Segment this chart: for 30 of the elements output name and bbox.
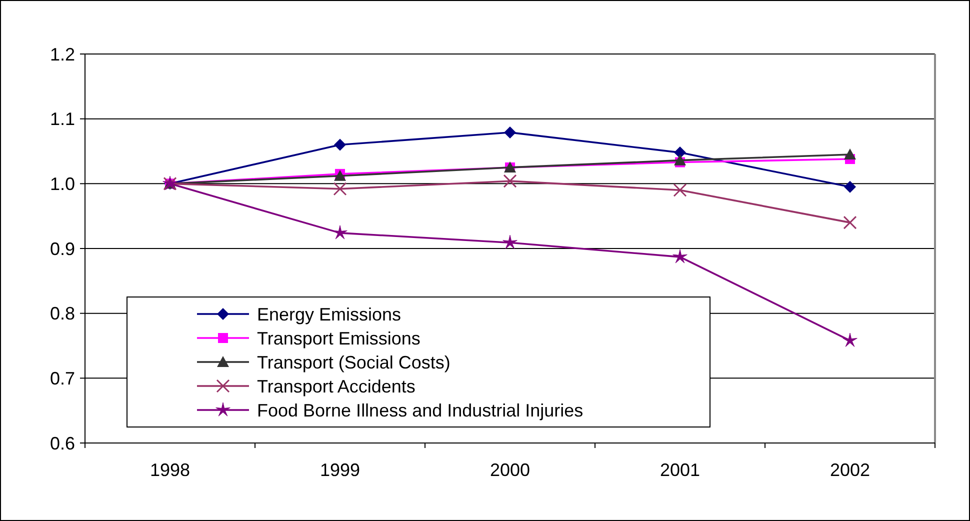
point	[332, 225, 348, 240]
x-tick-label: 2001	[660, 460, 700, 480]
y-tick-label: 0.8	[50, 304, 75, 324]
x-tick-label: 2002	[830, 460, 870, 480]
point	[844, 148, 856, 160]
y-tick-label: 0.6	[50, 433, 75, 454]
point	[503, 174, 517, 188]
y-tick-label: 0.9	[50, 238, 75, 259]
x-tick-label: 2000	[490, 460, 530, 480]
point	[673, 183, 687, 197]
legend-label: Transport (Social Costs)	[257, 352, 450, 372]
point	[333, 182, 347, 196]
legend-label: Food Borne Illness and Industrial Injuries	[257, 400, 584, 420]
point	[672, 249, 688, 264]
y-tick-label: 0.7	[50, 368, 75, 388]
legend-label: Transport Accidents	[257, 376, 416, 396]
point	[843, 216, 857, 230]
point	[842, 332, 858, 347]
x-tick-label: 1998	[150, 460, 190, 480]
x-tick-label: 1999	[320, 460, 360, 480]
legend-label: Energy Emissions	[257, 304, 402, 324]
point	[504, 126, 516, 138]
point	[334, 138, 346, 151]
point	[502, 234, 518, 249]
y-tick-label: 1.0	[50, 174, 75, 194]
point	[674, 154, 686, 166]
y-tick-label: 1.2	[50, 44, 75, 64]
y-tick-label: 1.1	[50, 109, 75, 130]
point	[844, 180, 856, 193]
legend-label: Transport Emissions	[257, 328, 420, 348]
